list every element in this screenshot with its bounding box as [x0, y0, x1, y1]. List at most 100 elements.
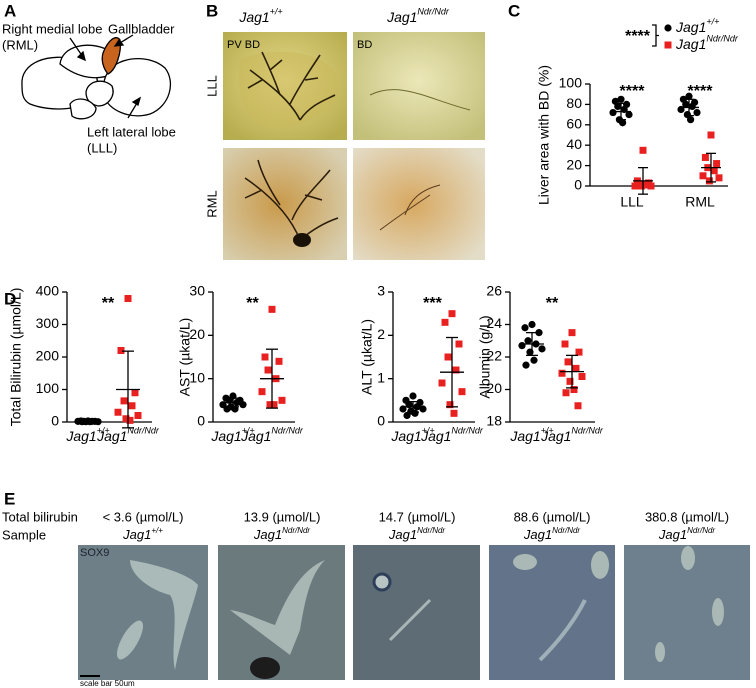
- x-tick-label: Jag1+/+: [390, 426, 434, 444]
- row-label: RML: [204, 190, 219, 217]
- panel-label: C: [508, 1, 520, 20]
- legend-label: Jag1+/+: [675, 17, 719, 35]
- text-base: Jag1: [386, 9, 417, 25]
- row-label: Sample: [2, 527, 46, 542]
- y-tick-label: 3: [377, 283, 385, 299]
- text-sup: +/+: [151, 526, 163, 535]
- data-point: [538, 345, 546, 353]
- data-point: [122, 415, 130, 423]
- data-point: [117, 347, 125, 354]
- y-tick-label: 0: [197, 413, 205, 429]
- data-point: [710, 167, 718, 175]
- photo: [353, 148, 485, 260]
- y-tick-label: 0: [51, 413, 59, 429]
- diagram-label: Right medial lobe: [2, 21, 102, 36]
- text-sup: +/+: [97, 426, 110, 436]
- text-base: Jag1: [390, 428, 421, 444]
- row-label: Total bilirubin: [2, 509, 78, 524]
- data-point: [566, 377, 574, 385]
- panel-label: A: [4, 1, 16, 20]
- data-point: [570, 386, 578, 393]
- vessel: [250, 657, 280, 679]
- sample-label: Jag1Ndr/Ndr: [523, 526, 581, 543]
- sample-label: Jag1Ndr/Ndr: [253, 526, 311, 543]
- y-tick-label: 0: [574, 177, 582, 193]
- diagram-label: Left lateral lobe: [87, 124, 176, 139]
- data-point: [444, 353, 452, 361]
- row-label: LLL: [204, 75, 219, 97]
- photo-vessels: [369, 89, 471, 111]
- liver-diagram: [21, 34, 172, 120]
- panel-label: E: [4, 489, 15, 508]
- data-point: [446, 401, 454, 409]
- y-tick-label: 1: [377, 369, 385, 385]
- data-point: [278, 396, 286, 404]
- data-point: [134, 412, 142, 419]
- data-point: [642, 181, 650, 189]
- text-base: Jag1: [65, 428, 96, 444]
- y-tick-label: 200: [36, 348, 60, 364]
- scale-bar-label: scale bar 50um: [80, 679, 135, 688]
- data-point: [561, 340, 569, 348]
- data-point: [518, 342, 526, 350]
- data-point: [441, 318, 449, 326]
- vessel: [230, 560, 325, 655]
- data-point: [270, 401, 278, 409]
- data-point: [564, 358, 572, 366]
- stain-label: SOX9: [80, 547, 109, 559]
- bilirubin-value: 14.7 (µmol/L): [379, 509, 456, 524]
- data-point: [558, 369, 566, 377]
- y-tick-label: 26: [486, 283, 502, 299]
- text-base: Jag1: [253, 527, 282, 542]
- text-sup: Ndr/Ndr: [451, 426, 484, 436]
- legend-marker: [664, 41, 672, 49]
- bilirubin-value: 380.8 (µmol/L): [645, 509, 729, 524]
- text-base: Jag1: [420, 428, 451, 444]
- data-point: [713, 160, 721, 168]
- data-point: [572, 364, 580, 372]
- x-tick-label: LLL: [620, 194, 644, 210]
- y-tick-label: 2: [377, 326, 385, 342]
- diagram-label: Gallbladder: [108, 21, 175, 36]
- column-header: Jag1+/+: [238, 7, 282, 25]
- text-sup: +/+: [422, 426, 435, 436]
- vessel: [513, 554, 537, 570]
- significance: ****: [620, 83, 646, 100]
- y-tick-label: 300: [36, 315, 60, 331]
- x-tick-label: Jag1Ndr/Ndr: [240, 426, 304, 444]
- y-tick-label: 0: [377, 413, 385, 429]
- data-point: [693, 108, 701, 117]
- legend-bracket: [652, 24, 659, 47]
- text-base: Jag1: [540, 428, 571, 444]
- x-tick-label: Jag1Ndr/Ndr: [420, 426, 484, 444]
- data-point: [521, 324, 529, 332]
- data-point: [261, 353, 269, 361]
- y-tick-label: 20: [566, 156, 582, 172]
- significance: **: [546, 295, 559, 312]
- y-tick-label: 60: [566, 116, 582, 132]
- data-point: [258, 388, 266, 396]
- y-tick-label: 18: [486, 413, 502, 429]
- text-base: Jag1: [122, 527, 151, 542]
- text-sup: Ndr/Ndr: [687, 526, 715, 535]
- text-sup: +/+: [270, 7, 283, 17]
- data-point: [530, 356, 538, 364]
- text-sup: +/+: [541, 426, 554, 436]
- text-base: Jag1: [675, 19, 706, 35]
- data-point: [128, 402, 136, 410]
- bilirubin-value: < 3.6 (µmol/L): [103, 509, 184, 524]
- x-tick-label: Jag1+/+: [509, 426, 553, 444]
- legend-label: Jag1Ndr/Ndr: [675, 34, 739, 52]
- vessel: [130, 560, 198, 670]
- y-tick-label: 20: [189, 326, 205, 342]
- diagram-label: (RML): [2, 37, 38, 52]
- x-tick-label: Jag1+/+: [210, 426, 254, 444]
- data-point: [438, 379, 446, 387]
- text-base: Jag1: [240, 428, 271, 444]
- sample-label: Jag1+/+: [122, 526, 163, 543]
- vessel: [388, 598, 432, 642]
- data-point: [528, 320, 536, 329]
- y-axis-label: Total Bilirubin (µmol/L): [8, 288, 24, 427]
- image-label: PV BD: [227, 39, 260, 51]
